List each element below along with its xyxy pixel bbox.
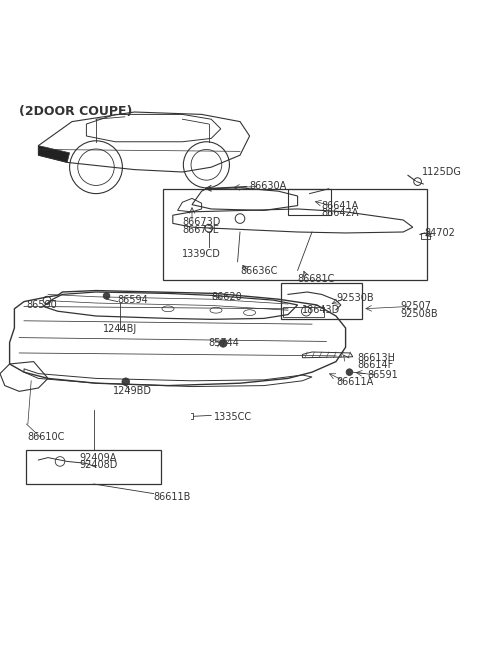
Bar xyxy=(163,189,427,280)
Text: 1244BJ: 1244BJ xyxy=(103,324,137,334)
Circle shape xyxy=(219,340,227,347)
Text: 86590: 86590 xyxy=(26,300,57,310)
Text: 86641A: 86641A xyxy=(322,201,359,211)
Text: 1125DG: 1125DG xyxy=(422,167,462,177)
Text: 86594: 86594 xyxy=(118,295,148,305)
Text: 1249BD: 1249BD xyxy=(113,386,152,396)
Text: 86610C: 86610C xyxy=(28,432,65,442)
Text: 84702: 84702 xyxy=(425,228,456,238)
Text: 86620: 86620 xyxy=(211,292,242,302)
Text: 1335CC: 1335CC xyxy=(214,412,252,422)
Text: 86642A: 86642A xyxy=(322,208,359,218)
Bar xyxy=(283,307,324,318)
Text: 86673E: 86673E xyxy=(182,224,219,235)
Bar xyxy=(288,189,331,215)
Text: 18643D: 18643D xyxy=(302,305,341,315)
Text: 86611B: 86611B xyxy=(154,492,191,502)
Text: 86630A: 86630A xyxy=(250,182,287,192)
Bar xyxy=(281,283,362,319)
Bar xyxy=(421,233,430,239)
Text: 86591: 86591 xyxy=(367,370,398,380)
Circle shape xyxy=(103,293,110,299)
Text: 86673D: 86673D xyxy=(182,217,221,228)
Bar xyxy=(26,451,161,484)
Text: 1339CD: 1339CD xyxy=(182,249,221,258)
Polygon shape xyxy=(38,146,70,163)
Text: 85744: 85744 xyxy=(209,338,240,348)
Text: 92507: 92507 xyxy=(401,301,432,312)
Circle shape xyxy=(346,369,353,375)
Text: 86681C: 86681C xyxy=(298,274,335,284)
Text: 92409A: 92409A xyxy=(79,453,117,462)
Text: 86614F: 86614F xyxy=(358,360,394,370)
Text: 92508B: 92508B xyxy=(401,308,438,319)
Text: 86611A: 86611A xyxy=(336,377,373,387)
Text: 86613H: 86613H xyxy=(358,353,396,363)
Text: 92530B: 92530B xyxy=(336,293,373,303)
Text: (2DOOR COUPE): (2DOOR COUPE) xyxy=(19,105,132,118)
Text: 86636C: 86636C xyxy=(240,266,277,276)
Text: 92408D: 92408D xyxy=(79,460,118,470)
Circle shape xyxy=(122,378,130,386)
